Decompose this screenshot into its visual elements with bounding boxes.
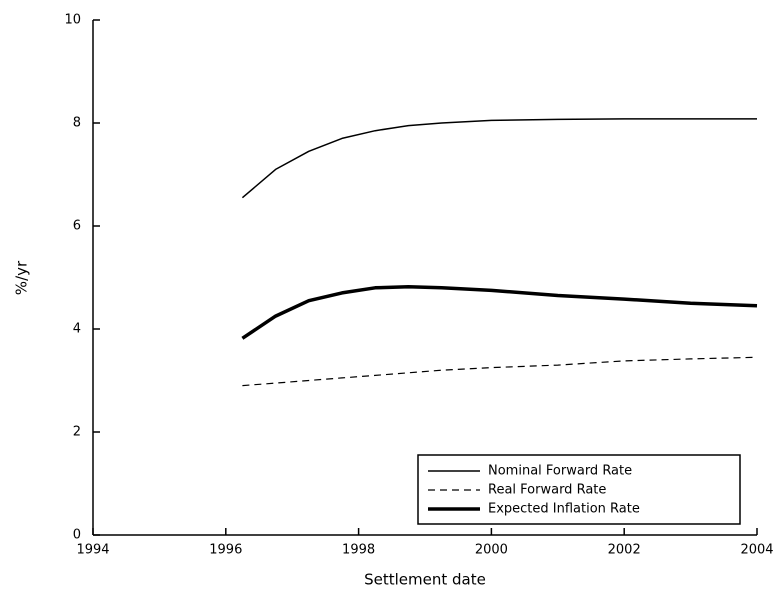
y-tick-label: 10 (64, 13, 81, 28)
data-line (241, 118, 757, 199)
y-tick-label: 0 (73, 528, 81, 543)
x-tick-label: 2002 (608, 543, 641, 558)
x-tick-label: 2000 (475, 543, 508, 558)
data-line (241, 285, 758, 340)
y-axis-label: %/yr (13, 260, 31, 295)
y-tick-label: 8 (73, 116, 81, 131)
x-tick-label: 1998 (342, 543, 375, 558)
y-tick-label: 4 (73, 322, 81, 337)
x-tick-label: 1994 (76, 543, 109, 558)
legend-label: Expected Inflation Rate (488, 502, 640, 517)
x-tick-label: 1996 (209, 543, 242, 558)
legend-box (417, 454, 741, 525)
y-tick-label: 6 (73, 219, 81, 234)
data-line (242, 356, 758, 387)
y-tick-label: 2 (73, 425, 81, 440)
legend-label: Nominal Forward Rate (488, 464, 632, 479)
x-axis-label: Settlement date (364, 571, 486, 589)
x-tick-label: 2004 (740, 543, 773, 558)
legend-label: Real Forward Rate (488, 483, 606, 498)
